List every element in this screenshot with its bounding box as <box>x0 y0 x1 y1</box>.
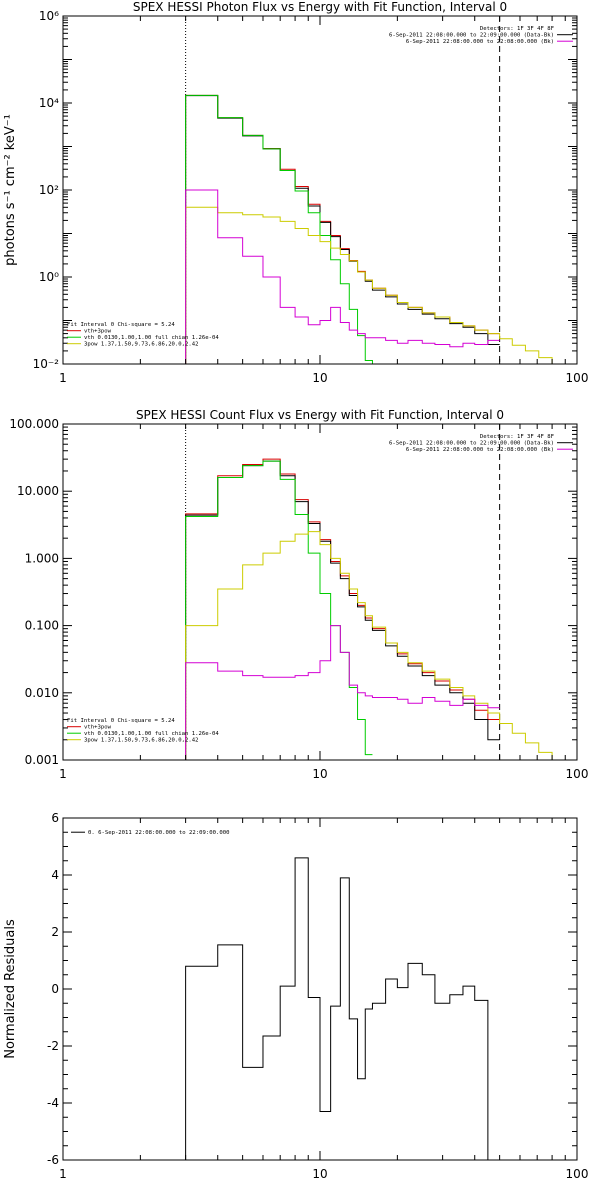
legend-entry: vth+3pow <box>84 725 112 731</box>
chart-panel-1: 1 10 100 10⁻² 10⁰ 10² 10⁴ 10⁶ SPEX HESSI Photon … <box>3 0 588 385</box>
series-3pow-line <box>185 206 566 364</box>
y-tick-label: 6 <box>51 811 59 825</box>
legend-entry: Detectors: 1F 3F 4F 8F <box>480 26 555 32</box>
x-tick-label: 10 <box>312 1167 327 1181</box>
legend-entry: vth 0.0130,1.00,1.00 full chian 1.26e-04 <box>84 731 219 737</box>
y-tick-label: -6 <box>47 1153 59 1167</box>
y-tick-label: 10.000 <box>17 484 59 498</box>
legend-entry: 0. 6-Sep-2011 22:08:00.000 to 22:09:00.0… <box>88 830 229 836</box>
y-tick-label: 10² <box>39 183 59 197</box>
series-background-line <box>185 189 500 364</box>
legend-entry: vth 0.0130,1.00,1.00 full chian 1.26e-04 <box>84 335 219 341</box>
legend-entry: 6-Sep-2011 22:08:00.000 to 22:09:00.000 … <box>389 33 554 39</box>
y-tick-label: 1.000 <box>25 551 59 565</box>
legend-entry: 3pow 1.37,1.50,9.73,6.86,20.0,2.42 <box>84 342 199 348</box>
y-tick-label: 10⁴ <box>39 96 59 110</box>
y-tick-label: 0.001 <box>25 753 59 767</box>
chart-panel-2: 1 10 100 0.001 0.010 0.100 1.000 10.000 100.000 S… <box>9 408 588 781</box>
x-tick-label: 1 <box>59 1167 67 1181</box>
y-tick-label: 10⁰ <box>39 270 59 284</box>
y-axis-label: photons s⁻¹ cm⁻² keV⁻¹ <box>3 114 18 266</box>
chart-title: SPEX HESSI Count Flux vs Energy with Fit… <box>136 408 504 422</box>
series-vth-line <box>185 94 386 364</box>
x-tick-label: 1 <box>59 767 67 781</box>
x-tick-label: 100 <box>566 767 589 781</box>
y-tick-label: -2 <box>47 1039 59 1053</box>
y-tick-label: 10⁶ <box>39 9 59 23</box>
y-tick-label: 0.010 <box>25 686 59 700</box>
legend-entry: Detectors: 1F 3F 4F 8F <box>480 434 555 440</box>
series-3pow-line <box>185 531 566 760</box>
legend-entry: Fit Interval 0 Chi-square = 5.24 <box>67 718 175 724</box>
x-tick-label: 10 <box>312 767 327 781</box>
series-vth-line <box>185 460 373 760</box>
legend-entry: 6-Sep-2011 22:08:00.000 to 22:08:00.000 … <box>406 39 554 45</box>
x-tick-label: 100 <box>566 1167 589 1181</box>
y-tick-label: 4 <box>51 868 59 882</box>
y-tick-label: 10⁻² <box>33 357 60 371</box>
chart-title: SPEX HESSI Photon Flux vs Energy with Fi… <box>133 0 507 14</box>
series-vth+3pow-line <box>185 458 500 760</box>
legend-entry: Fit Interval 0 Chi-square = 5.24 <box>67 322 175 328</box>
y-tick-label: 0 <box>51 982 59 996</box>
y-tick-label: 100.000 <box>9 417 59 431</box>
series-residuals-line <box>185 857 500 1160</box>
legend-entry: 3pow 1.37,1.50,9.73,6.86,20.0,2.42 <box>84 738 199 744</box>
legend-entry: 6-Sep-2011 22:08:00.000 to 22:08:00.000 … <box>406 447 554 453</box>
x-tick-label: 10 <box>312 371 327 385</box>
x-tick-label: 1 <box>59 371 67 385</box>
series-data-line <box>185 95 500 364</box>
legend-entry: vth+3pow <box>84 329 112 335</box>
y-axis-label: Normalized Residuals <box>3 919 18 1059</box>
y-tick-label: 2 <box>51 925 59 939</box>
series-background-line <box>185 625 500 760</box>
y-tick-label: -4 <box>47 1096 59 1110</box>
y-tick-label: 0.100 <box>25 619 59 633</box>
series-data-line <box>185 460 500 760</box>
chart-panel-3: 1 10 100 -6 -4 -2 0 2 4 6 Normalized Residuals 0. 6… <box>3 811 588 1181</box>
legend-entry: 6-Sep-2011 22:08:00.000 to 22:09:00.000 … <box>389 441 554 447</box>
x-tick-label: 100 <box>566 371 589 385</box>
